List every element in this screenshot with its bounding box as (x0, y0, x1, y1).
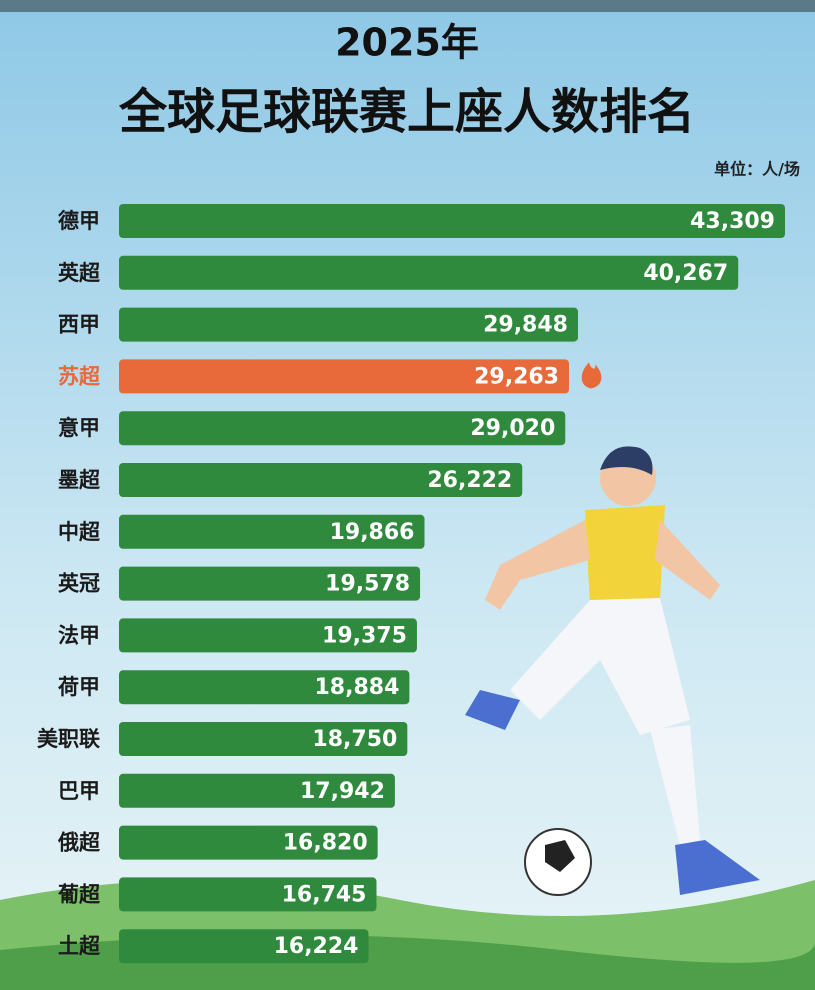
bar (119, 773, 395, 808)
value-label: 18,750 (312, 727, 397, 752)
category-label: 巴甲 (58, 779, 100, 803)
bar (119, 255, 739, 290)
value-label: 17,942 (300, 779, 385, 804)
value-label: 29,848 (483, 313, 568, 338)
value-label: 16,745 (282, 882, 367, 907)
bar (119, 618, 417, 653)
top-strip (0, 0, 815, 12)
category-label: 中超 (58, 520, 101, 544)
category-label: 德甲 (58, 209, 100, 233)
category-label: 俄超 (57, 831, 101, 855)
bar (119, 825, 378, 860)
value-label: 18,884 (314, 675, 399, 700)
value-label: 16,224 (274, 934, 359, 959)
category-label: 墨超 (58, 468, 101, 492)
value-label: 16,820 (283, 831, 368, 856)
category-label: 意甲 (58, 416, 100, 440)
player-illustration (465, 446, 760, 896)
category-label: 西甲 (58, 313, 100, 337)
bar (119, 307, 578, 342)
bar (119, 566, 421, 601)
bar (119, 204, 785, 238)
value-label: 29,020 (470, 416, 555, 441)
value-label: 29,263 (474, 364, 559, 389)
value-label: 43,309 (690, 209, 775, 234)
chart-title: 2025年 (335, 21, 479, 65)
bar (119, 722, 408, 756)
chart-subtitle: 全球足球联赛上座人数排名 (118, 84, 695, 140)
category-label: 法甲 (58, 623, 100, 647)
category-label: 葡超 (57, 882, 101, 906)
bar (119, 670, 410, 705)
bar (119, 463, 523, 497)
value-label: 40,267 (643, 261, 728, 286)
unit-label: 单位：人/场 (714, 160, 800, 179)
value-label: 19,375 (322, 623, 407, 648)
bar (119, 359, 570, 394)
bar (119, 514, 425, 549)
value-label: 19,866 (330, 520, 415, 545)
category-label: 英冠 (58, 572, 100, 596)
category-label: 苏超 (58, 364, 101, 388)
category-label: 英超 (58, 261, 101, 285)
category-label: 美职联 (37, 727, 100, 751)
flame-icon (581, 362, 602, 389)
value-label: 19,578 (325, 572, 410, 597)
bar (119, 929, 369, 964)
value-label: 26,222 (427, 468, 512, 493)
bar (119, 411, 566, 446)
category-label: 荷甲 (58, 675, 100, 699)
category-label: 土超 (58, 934, 101, 958)
bar (119, 877, 377, 912)
